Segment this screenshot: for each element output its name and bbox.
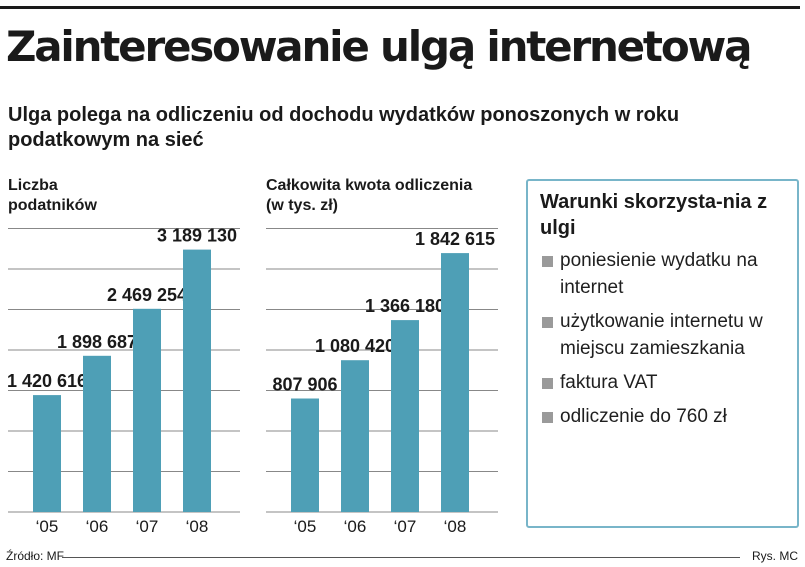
square-bullet-icon	[542, 256, 553, 267]
list-item: poniesienie wydatku na internet	[540, 247, 791, 301]
square-bullet-icon	[542, 317, 553, 328]
list-item-text: poniesienie wydatku na internet	[560, 250, 758, 298]
list-item-text: użytkowanie internetu w miejscu zamieszk…	[560, 311, 763, 359]
data-label: 1 842 615	[415, 229, 495, 249]
data-label: 2 469 254	[107, 285, 187, 305]
chart-title: Liczba podatników	[8, 177, 97, 214]
list-item: użytkowanie internetu w miejscu zamieszk…	[540, 308, 791, 362]
bar	[133, 308, 161, 512]
page-subtitle: Ulga polega na odliczeniu od dochodu wyd…	[8, 104, 680, 151]
data-label: 1 898 687	[57, 332, 137, 352]
top-rule	[0, 6, 800, 9]
x-tick-label: ‘06	[344, 517, 367, 536]
chart-svg: 1 420 616 ‘05 1 898 687 ‘06 2 469 254 ‘07 3 18…	[7, 226, 240, 536]
x-tick-label: ‘08	[444, 517, 467, 536]
x-tick-label: ‘05	[294, 517, 317, 536]
list-item-text: odliczenie do 760 zł	[560, 406, 727, 427]
x-tick-label: ‘07	[136, 517, 159, 536]
chart-title: Całkowita kwota odliczenia (w tys. zł)	[266, 177, 473, 214]
conditions-list: poniesienie wydatku na internet użytkowa…	[540, 247, 791, 430]
chart-taxpayers: Liczba podatników 1 420 616 ‘05 1 898 687 ‘…	[7, 176, 240, 536]
bar	[391, 320, 419, 512]
square-bullet-icon	[542, 412, 553, 423]
panel-title: Warunki skorzysta-nia z ulgi	[540, 191, 768, 239]
bar	[441, 253, 469, 512]
data-label: 3 189 130	[157, 226, 237, 246]
bar	[183, 249, 211, 512]
page-title: Zainteresowanie ulgą internetową	[6, 22, 752, 71]
x-tick-label: ‘08	[186, 517, 209, 536]
list-item: faktura VAT	[540, 369, 791, 396]
data-label: 1 420 616	[7, 371, 87, 391]
bar	[33, 395, 61, 512]
source-note: Źródło: MF	[6, 549, 65, 563]
x-tick-label: ‘05	[36, 517, 59, 536]
bar	[341, 360, 369, 512]
data-label: 1 080 420	[315, 336, 395, 356]
chart-deduction-amount: Całkowita kwota odliczenia (w tys. zł) 8…	[266, 176, 498, 536]
bar	[83, 355, 111, 512]
data-label: 807 906	[272, 375, 337, 395]
bottom-rule	[62, 557, 740, 558]
credit-note: Rys. MC	[752, 549, 798, 563]
list-item: odliczenie do 760 zł	[540, 403, 791, 430]
square-bullet-icon	[542, 378, 553, 389]
data-label: 1 366 180	[365, 296, 445, 316]
bar	[291, 398, 319, 512]
x-tick-label: ‘07	[394, 517, 417, 536]
list-item-text: faktura VAT	[560, 372, 658, 393]
conditions-panel: Warunki skorzysta-nia z ulgi poniesienie…	[526, 179, 799, 528]
chart-svg: 807 906 ‘05 1 080 420 ‘06 1 366 180 ‘07 1 842 …	[266, 228, 498, 536]
x-tick-label: ‘06	[86, 517, 109, 536]
